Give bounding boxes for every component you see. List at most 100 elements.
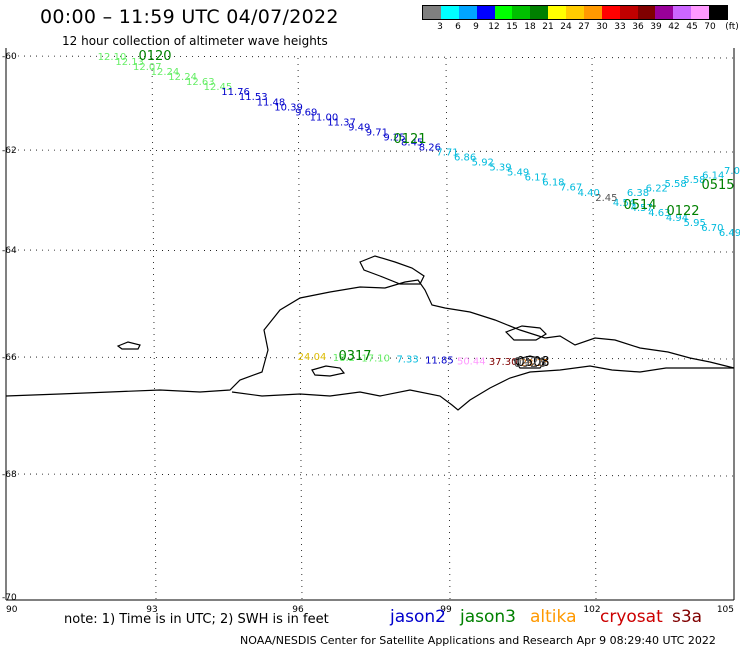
- swh-value: 4.63: [648, 208, 670, 219]
- swh-value: 4.40: [578, 188, 600, 199]
- latitude-label: -68: [2, 470, 17, 480]
- swh-value: 7.71: [436, 148, 458, 159]
- swh-value: 12.63: [186, 77, 215, 88]
- color-scale-label: 3: [437, 22, 443, 32]
- swh-value: 5.49: [507, 168, 529, 179]
- swh-value: 12.24: [151, 67, 180, 78]
- swh-value: 11.85: [425, 355, 454, 366]
- coastline-shelf: [231, 365, 734, 411]
- meridian-line: [151, 57, 157, 601]
- altimeter-tracks: 12.1012.1312.0712.2412.2412.6312.4511.76…: [98, 52, 740, 369]
- swh-value: 28.25: [521, 358, 550, 369]
- color-scale-label: 9: [473, 22, 479, 32]
- latitude-labels: -60 -62 -64 -66 -68 -70: [2, 52, 17, 603]
- latitude-label: -62: [2, 146, 17, 156]
- color-swatch: [423, 6, 441, 19]
- swh-value: 6.86: [454, 153, 476, 164]
- swh-value: 2.45: [595, 193, 617, 204]
- swh-value: 4.57: [631, 203, 653, 214]
- color-swatch: [709, 6, 727, 19]
- swh-value: 4.94: [666, 213, 688, 224]
- satellite-legend-item: s3a: [672, 607, 703, 627]
- swh-value: 6.70: [701, 223, 723, 234]
- swh-value: 7.33: [396, 355, 418, 366]
- swh-value: 5.92: [472, 158, 494, 169]
- pass-time-label: 0926: [513, 356, 546, 371]
- swh-value: 6.49: [719, 228, 740, 239]
- meridian-line: [297, 57, 303, 601]
- coastline-main: [5, 279, 735, 397]
- color-scale-labels: 3 6 9 12 15 18 21 24 27 30 33 36 39 42 45 70 (ft): [422, 22, 740, 36]
- color-swatch: [673, 6, 692, 19]
- swh-value: 50.44: [457, 356, 486, 367]
- pass-time-label: 0508: [516, 355, 549, 370]
- units-note: note: 1) Time is in UTC; 2) SWH is in fe…: [64, 612, 329, 627]
- island-small-west: [116, 341, 141, 350]
- swh-value: 5.39: [489, 163, 511, 174]
- color-swatch: [530, 6, 549, 19]
- swh-value: 24.04: [298, 352, 327, 363]
- swh-value: 12.10: [98, 52, 127, 63]
- color-scale-bar: [422, 5, 728, 20]
- swh-value: 11.37: [327, 117, 356, 128]
- longitude-label: 105: [717, 605, 734, 615]
- color-scale-label: 12: [488, 22, 500, 32]
- swh-value: 6.14: [702, 170, 724, 181]
- swh-value: 6.17: [525, 173, 547, 184]
- page-subtitle: 12 hour collection of altimeter wave hei…: [62, 34, 328, 48]
- swh-value: 6.22: [646, 184, 668, 195]
- latitude-label: -60: [2, 52, 17, 62]
- parallel-line: [5, 149, 735, 153]
- swh-value: 12.45: [204, 82, 233, 93]
- map-frame: [5, 48, 735, 601]
- swh-value: 12.24: [168, 72, 197, 83]
- swh-value: 18.2: [333, 353, 355, 364]
- swh-value: 9.71: [366, 127, 388, 138]
- swh-value: 11.76: [221, 87, 250, 98]
- color-scale-label: 18: [524, 22, 536, 32]
- swh-value: 6.18: [542, 178, 564, 189]
- swh-value: 6.38: [627, 188, 649, 199]
- parallel-line: [5, 356, 735, 360]
- latitude-label: -70: [2, 593, 17, 603]
- color-scale-label: (ft): [725, 22, 739, 32]
- meridian-line: [445, 57, 451, 601]
- color-scale-label: 27: [578, 22, 590, 32]
- swh-value: 7.0: [724, 166, 740, 177]
- longitude-labels: 90 93 96 99 102 105: [6, 605, 734, 615]
- coast-inlet: [512, 355, 548, 369]
- satellite-legend-item: jason3: [460, 607, 516, 627]
- antarctic-coastline: [5, 255, 735, 411]
- swh-value: 12.07: [133, 62, 162, 73]
- longitude-label: 90: [6, 605, 18, 615]
- swh-value: 9.69: [295, 107, 317, 118]
- page-title: 00:00 – 11:59 UTC 04/07/2022: [40, 6, 339, 28]
- swh-value: 5.58: [664, 179, 686, 190]
- island-blob: [311, 365, 346, 377]
- parallel-line: [5, 55, 735, 59]
- pass-time-label: 0317: [338, 349, 371, 364]
- graticule: [5, 55, 735, 601]
- pass-time-label: 0120: [138, 49, 171, 64]
- pass-time-label: 0122: [666, 204, 699, 219]
- satellite-legend-item: jason2: [390, 607, 446, 627]
- color-scale-label: 24: [560, 22, 572, 32]
- swh-value: 11.00: [310, 112, 339, 123]
- longitude-label: 93: [146, 605, 157, 615]
- color-scale-label: 6: [455, 22, 461, 32]
- swh-value: 5.58: [683, 175, 705, 186]
- swh-value: 8.26: [419, 143, 441, 154]
- color-swatch: [655, 6, 674, 19]
- longitude-label: 99: [440, 605, 452, 615]
- swh-value: 11.48: [257, 97, 286, 108]
- parallel-line: [5, 473, 735, 477]
- swh-value: 7.67: [560, 183, 582, 194]
- color-swatch: [619, 6, 638, 19]
- swh-value: 37.30: [489, 357, 518, 368]
- color-swatch: [458, 6, 477, 19]
- parallel-line: [5, 249, 735, 253]
- swh-value: 5.95: [684, 218, 706, 229]
- color-scale-label: 39: [650, 22, 662, 32]
- credit-line: NOAA/NESDIS Center for Satellite Applica…: [240, 634, 716, 647]
